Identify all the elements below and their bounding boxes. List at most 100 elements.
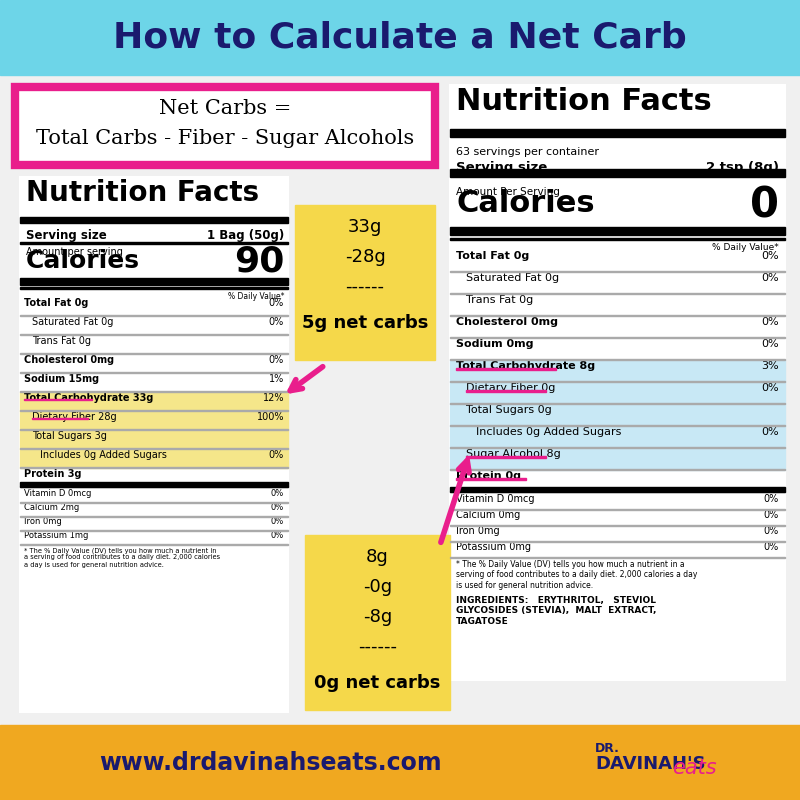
Text: Calories: Calories — [26, 249, 140, 273]
Text: 3%: 3% — [762, 361, 779, 371]
Text: www.drdavinahseats.com: www.drdavinahseats.com — [98, 751, 442, 775]
Text: 0%: 0% — [764, 494, 779, 504]
Bar — [20, 430, 288, 449]
Text: 0%: 0% — [269, 317, 284, 327]
Bar — [20, 372, 288, 373]
Text: Protein 3g: Protein 3g — [24, 469, 82, 479]
Text: 63 servings per container: 63 servings per container — [456, 147, 599, 157]
Text: Net Carbs =: Net Carbs = — [159, 99, 291, 118]
Text: Protein 0g: Protein 0g — [456, 471, 521, 481]
Text: Nutrition Facts: Nutrition Facts — [26, 179, 259, 207]
Text: 90: 90 — [234, 245, 284, 279]
Text: 0g net carbs: 0g net carbs — [314, 674, 441, 692]
Text: Calcium 0mg: Calcium 0mg — [456, 510, 520, 520]
Bar — [450, 487, 785, 492]
Bar — [450, 129, 785, 137]
Bar — [456, 368, 556, 370]
Bar — [450, 359, 785, 360]
Text: Serving size: Serving size — [456, 161, 547, 174]
Text: 0%: 0% — [269, 298, 284, 308]
Text: Sodium 15mg: Sodium 15mg — [24, 374, 99, 384]
Text: 0%: 0% — [762, 251, 779, 261]
Text: Amount per serving: Amount per serving — [26, 247, 123, 257]
Bar — [450, 169, 785, 177]
Bar — [20, 315, 288, 316]
Bar — [456, 478, 526, 480]
Text: * The % Daily Value (DV) tells you how much a nutrient in a
serving of food cont: * The % Daily Value (DV) tells you how m… — [456, 560, 698, 590]
Text: 0%: 0% — [764, 542, 779, 552]
Bar — [305, 535, 450, 710]
Text: Dietary Fiber 0g: Dietary Fiber 0g — [466, 383, 555, 393]
Text: Serving size: Serving size — [26, 229, 106, 242]
Text: 0%: 0% — [764, 510, 779, 520]
Text: ------: ------ — [346, 278, 385, 296]
Text: Includes 0g Added Sugars: Includes 0g Added Sugars — [40, 450, 167, 460]
Bar — [20, 486, 288, 487]
Text: 2 tsp (8g): 2 tsp (8g) — [706, 161, 779, 174]
Text: Sodium 0mg: Sodium 0mg — [456, 339, 534, 349]
Bar — [20, 448, 288, 449]
Bar — [20, 449, 288, 468]
Text: 100%: 100% — [257, 412, 284, 422]
Text: Total Fat 0g: Total Fat 0g — [456, 251, 530, 261]
Text: Nutrition Facts: Nutrition Facts — [456, 87, 712, 116]
Text: Total Sugars 3g: Total Sugars 3g — [32, 431, 107, 441]
Text: % Daily Value*: % Daily Value* — [227, 292, 284, 301]
Text: 0%: 0% — [762, 317, 779, 327]
Text: Total Carbs - Fiber - Sugar Alcohols: Total Carbs - Fiber - Sugar Alcohols — [36, 130, 414, 149]
Text: % Daily Value*: % Daily Value* — [712, 243, 779, 252]
Text: 8g: 8g — [366, 548, 389, 566]
Bar — [450, 227, 785, 235]
Bar — [450, 381, 785, 382]
Bar — [450, 525, 785, 526]
Bar — [15, 87, 435, 165]
Bar — [450, 293, 785, 294]
Text: 0%: 0% — [270, 489, 284, 498]
Text: Potassium 1mg: Potassium 1mg — [24, 531, 88, 540]
Text: Total Sugars 0g: Total Sugars 0g — [466, 405, 552, 415]
Bar — [20, 217, 288, 223]
Bar — [20, 467, 288, 468]
Bar — [450, 447, 785, 448]
Text: Iron 0mg: Iron 0mg — [24, 517, 62, 526]
Bar — [450, 238, 785, 240]
Bar — [20, 411, 288, 430]
Text: Vitamin D 0mcg: Vitamin D 0mcg — [456, 494, 534, 504]
Text: 0%: 0% — [764, 526, 779, 536]
Text: 0%: 0% — [269, 355, 284, 365]
Text: 33g: 33g — [348, 218, 382, 236]
Bar — [0, 0, 800, 75]
Text: Trans Fat 0g: Trans Fat 0g — [466, 295, 534, 305]
Bar — [24, 398, 92, 400]
Text: 0%: 0% — [270, 517, 284, 526]
Text: 0%: 0% — [270, 531, 284, 540]
Bar — [20, 392, 288, 411]
Text: 0%: 0% — [762, 427, 779, 437]
Bar — [450, 85, 785, 680]
Bar — [20, 242, 288, 244]
Text: Saturated Fat 0g: Saturated Fat 0g — [32, 317, 114, 327]
Bar — [450, 509, 785, 510]
Text: Total Carbohydrate 33g: Total Carbohydrate 33g — [24, 393, 154, 403]
Text: Iron 0mg: Iron 0mg — [456, 526, 500, 536]
Text: * The % Daily Value (DV) tells you how much a nutrient in
a serving of food cont: * The % Daily Value (DV) tells you how m… — [24, 547, 220, 567]
Bar — [20, 334, 288, 335]
Text: Includes 0g Added Sugars: Includes 0g Added Sugars — [476, 427, 622, 437]
Text: How to Calculate a Net Carb: How to Calculate a Net Carb — [113, 21, 687, 55]
Text: 0%: 0% — [270, 503, 284, 512]
Text: INGREDIENTS:   ERYTHRITOL,   STEVIOL
GLYCOSIDES (STEVIA),  MALT  EXTRACT,
TAGATO: INGREDIENTS: ERYTHRITOL, STEVIOL GLYCOSI… — [456, 596, 656, 626]
Bar — [20, 516, 288, 517]
Bar — [450, 426, 785, 448]
Bar — [450, 360, 785, 382]
Text: -8g: -8g — [363, 608, 392, 626]
Text: 1%: 1% — [269, 374, 284, 384]
Bar — [450, 541, 785, 542]
Text: Trans Fat 0g: Trans Fat 0g — [32, 336, 91, 346]
Bar — [20, 429, 288, 430]
Text: DR.: DR. — [595, 742, 620, 754]
Text: Sugar Alcohol 8g: Sugar Alcohol 8g — [466, 449, 561, 459]
Text: Potassium 0mg: Potassium 0mg — [456, 542, 531, 552]
Text: Total Fat 0g: Total Fat 0g — [24, 298, 88, 308]
Text: 0%: 0% — [762, 383, 779, 393]
Text: 12%: 12% — [262, 393, 284, 403]
